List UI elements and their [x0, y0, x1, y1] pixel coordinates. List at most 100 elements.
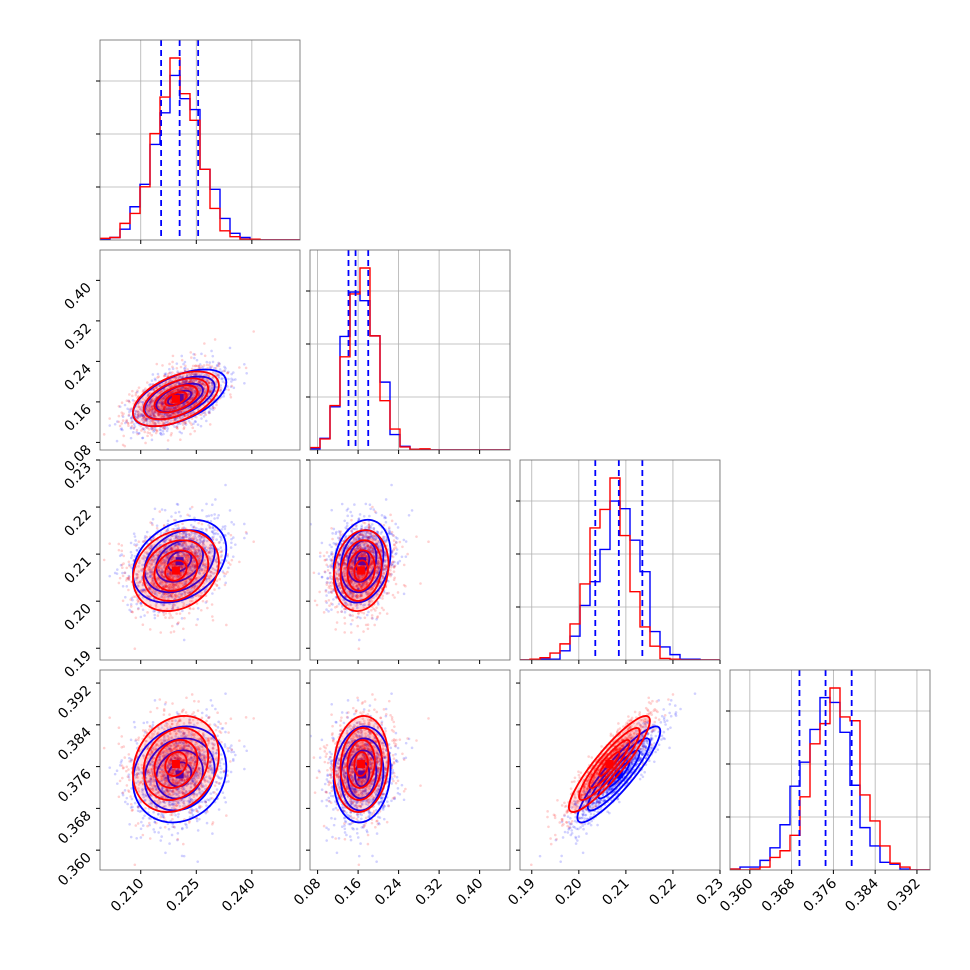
- scatter-point: [189, 607, 192, 611]
- scatter-point: [200, 522, 204, 526]
- scatter-point: [162, 415, 166, 419]
- scatter-point: [147, 403, 150, 407]
- scatter-point: [191, 411, 195, 415]
- scatter-point: [125, 399, 129, 402]
- scatter-point: [174, 405, 178, 409]
- scatter-point: [167, 406, 171, 409]
- scatter-point: [187, 373, 191, 376]
- scatter-point: [135, 416, 139, 420]
- y-tick-label: 0.20: [61, 601, 94, 634]
- scatter-point: [182, 402, 185, 406]
- scatter-point: [165, 414, 169, 417]
- scatter-point: [184, 366, 187, 370]
- scatter-point: [133, 535, 137, 538]
- scatter-point: [244, 366, 248, 370]
- scatter-point: [192, 380, 195, 383]
- scatter-point: [191, 393, 195, 397]
- scatter-point: [180, 382, 184, 385]
- scatter-point: [167, 392, 170, 396]
- scatter-point: [219, 555, 223, 559]
- scatter-point: [229, 533, 233, 537]
- scatter-point: [160, 399, 164, 402]
- scatter-point: [213, 338, 217, 341]
- scatter-point: [155, 395, 158, 398]
- scatter-point: [194, 420, 197, 424]
- scatter-point: [113, 422, 117, 426]
- scatter-point: [155, 429, 159, 433]
- scatter-point: [213, 366, 216, 370]
- scatter-point: [148, 383, 151, 387]
- scatter-point: [145, 408, 149, 411]
- scatter-point: [208, 361, 212, 364]
- scatter-point: [119, 427, 123, 431]
- scatter-point: [139, 400, 143, 404]
- scatter-point: [124, 421, 127, 425]
- scatter-point: [214, 498, 217, 501]
- scatter-point: [136, 598, 139, 602]
- scatter-point: [212, 531, 215, 535]
- scatter-point: [123, 403, 127, 407]
- scatter-point: [176, 411, 180, 414]
- scatter-point: [327, 591, 331, 594]
- scatter-point: [210, 349, 213, 353]
- scatter-point: [173, 418, 177, 421]
- scatter-point: [147, 392, 150, 395]
- scatter-point: [144, 387, 147, 390]
- scatter-point: [176, 376, 180, 380]
- scatter-point: [179, 410, 183, 414]
- scatter-point: [219, 384, 223, 387]
- scatter-point: [186, 392, 190, 396]
- scatter-point: [198, 389, 202, 392]
- scatter-point: [166, 421, 170, 424]
- scatter-point: [163, 405, 167, 408]
- scatter-point: [187, 611, 191, 615]
- scatter-point: [238, 560, 241, 564]
- scatter-point: [142, 415, 145, 419]
- scatter-point: [164, 616, 167, 619]
- scatter-point: [142, 420, 146, 424]
- scatter-point: [158, 384, 161, 387]
- scatter-point: [217, 361, 220, 365]
- scatter-point: [129, 541, 133, 545]
- scatter-point: [164, 408, 168, 411]
- scatter-point: [125, 418, 129, 422]
- scatter-point: [167, 409, 170, 412]
- scatter-point: [186, 513, 189, 517]
- scatter-point: [213, 517, 216, 520]
- scatter-point: [216, 516, 219, 520]
- scatter-point: [117, 548, 121, 552]
- scatter-point: [121, 414, 124, 417]
- scatter-point: [161, 397, 165, 400]
- scatter-point: [140, 405, 143, 409]
- scatter-point: [192, 352, 196, 356]
- scatter-point: [150, 410, 154, 414]
- scatter-point: [151, 407, 155, 411]
- scatter-point: [169, 400, 173, 404]
- scatter-point: [137, 386, 141, 389]
- scatter-point: [145, 381, 149, 384]
- scatter-point: [181, 522, 184, 526]
- scatter-point: [142, 414, 146, 418]
- scatter-point: [229, 546, 233, 549]
- scatter-point: [357, 638, 361, 642]
- scatter-point: [169, 419, 173, 422]
- scatter-point: [160, 433, 163, 437]
- scatter-point: [178, 416, 182, 420]
- scatter-point: [165, 393, 169, 397]
- scatter-point: [171, 367, 175, 371]
- scatter-point: [144, 441, 147, 445]
- scatter-point: [158, 510, 162, 513]
- scatter-point: [159, 531, 163, 534]
- scatter-point: [204, 413, 208, 417]
- scatter-point: [160, 402, 164, 406]
- scatter-point: [166, 427, 170, 430]
- scatter-point: [211, 615, 214, 618]
- scatter-point: [153, 616, 157, 620]
- scatter-point: [166, 407, 169, 410]
- scatter-point: [231, 555, 235, 558]
- scatter-point: [127, 588, 130, 592]
- scatter-point: [189, 432, 192, 436]
- scatter-point: [133, 412, 137, 416]
- scatter-point: [166, 408, 170, 411]
- scatter-point: [195, 358, 199, 362]
